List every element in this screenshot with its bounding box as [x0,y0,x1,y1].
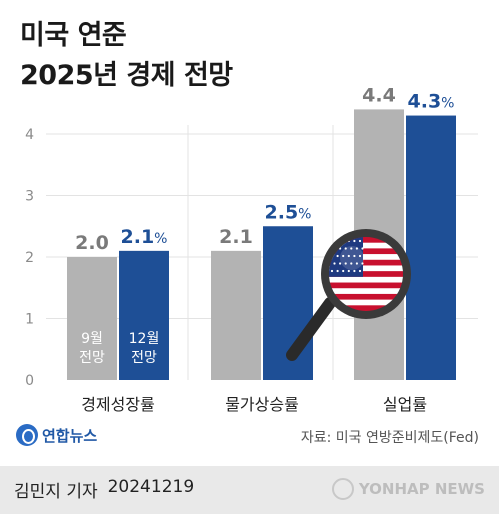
agency-logo-icon [331,478,354,500]
category-label: 물가상승률 [225,395,299,414]
data-label: 4.4 [362,84,396,106]
data-label: 2.5% [265,201,312,223]
data-label: 2.1 [219,226,253,248]
title-line-1: 미국 연준 [20,20,127,51]
y-tick-label: 2 [25,250,34,266]
yonhap-logo-icon [16,424,38,446]
yonhap-logo-text: 연합뉴스 [42,426,98,445]
title-line-2: 2025년 경제 전망 [20,60,233,91]
yonhap-logo: 연합뉴스 [16,424,97,446]
bar [406,115,456,381]
bar-chart: 0 1 2 3 4 2.0 2.1% 경제성장률 2.1 2.5% 물가상승률 4.4 4.3% 실업률 9… [25,84,478,414]
data-label: 2.0 [75,232,109,254]
lens-glare [340,246,364,270]
y-tick-label: 0 [25,373,34,389]
bar [119,250,169,380]
source-text: 자료: 미국 연방준비제도(Fed) [300,430,479,446]
reporter-name: 김민지 기자 [14,482,98,502]
byline: 김민지 기자 20241219 [14,477,194,502]
magnifier-icon [286,229,411,361]
agency-name: YONHAP NEWS [358,480,485,498]
legend-label: 12월 [129,331,160,347]
infographic-card: 미국 연준 2025년 경제 전망 0 1 2 3 4 2.0 2.1% 경제성장률 2.1 2.… [0,0,499,466]
y-tick-label: 3 [25,189,34,205]
category-label: 경제성장률 [81,395,155,414]
legend-label: 9월 [81,331,103,347]
us-flag-icon [329,237,403,311]
data-label: 4.3% [408,91,455,113]
bar [67,257,117,380]
y-tick-label: 4 [25,127,34,143]
y-tick-label: 1 [25,312,34,328]
category-label: 실업률 [383,395,427,414]
agency-watermark: YONHAP NEWS [331,478,485,500]
magnifier-handle [286,297,336,361]
data-label: 2.1% [121,226,168,248]
publish-date: 20241219 [107,477,195,497]
legend-label: 전망 [79,350,105,366]
legend-label: 전망 [131,350,157,366]
bar [211,250,261,380]
